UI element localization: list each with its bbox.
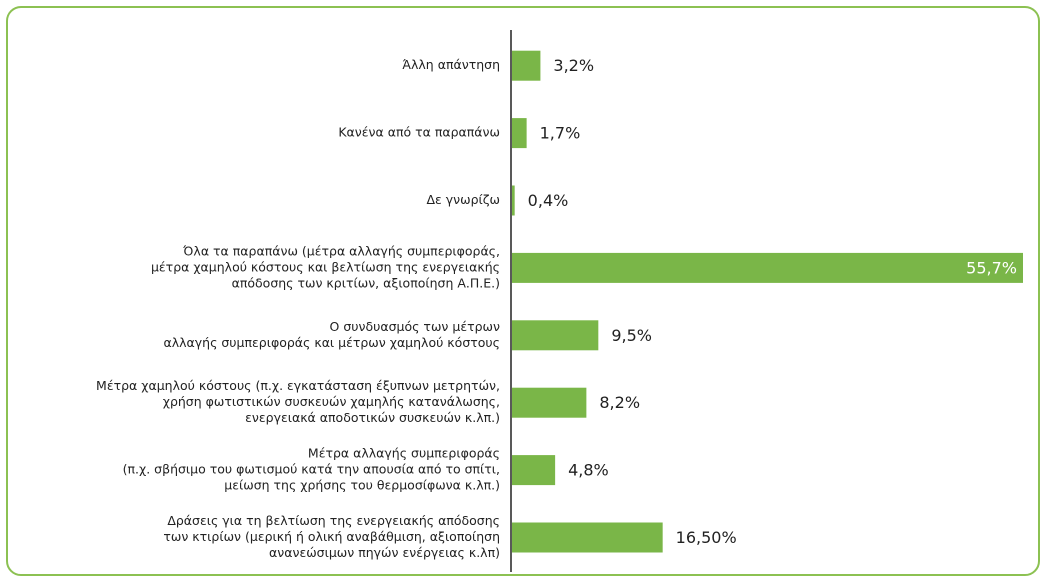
value-label: 1,7% xyxy=(540,124,581,143)
bar xyxy=(512,50,541,81)
value-label: 55,7% xyxy=(966,258,1017,277)
category-label: Μέτρα χαμηλού κόστους (π.χ. εγκατάσταση … xyxy=(96,378,500,393)
value-label: 4,8% xyxy=(568,461,609,480)
category-label: αλλαγής συμπεριφοράς και μέτρων χαμηλού … xyxy=(163,335,500,350)
bar xyxy=(512,522,663,553)
category-label: Ο συνδυασμός των μέτρων xyxy=(330,319,500,334)
category-label: Δράσεις για τη βελτίωση της ενεργειακής … xyxy=(167,513,500,528)
value-label: 3,2% xyxy=(553,56,594,75)
category-label: Μέτρα αλλαγής συμπεριφοράς xyxy=(308,446,500,461)
category-label: απόδοσης των κριτίων, αξιοποίηση Α.Π.Ε.) xyxy=(232,275,500,290)
category-label: (π.χ. σβήσιμο του φωτισμού κατά την απου… xyxy=(123,462,500,477)
bar xyxy=(512,320,599,351)
category-label: Άλλη απάντηση xyxy=(402,57,500,72)
category-label: ενεργειακά αποδοτικών συσκευών κ.λπ.) xyxy=(245,410,500,425)
category-label: Δε γνωρίζω xyxy=(426,192,500,207)
category-label: χρήση φωτιστικών συσκευών χαμηλής κατανά… xyxy=(163,394,500,409)
bar xyxy=(512,252,1023,283)
value-label: 16,50% xyxy=(676,528,737,547)
category-label: Κανένα από τα παραπάνω xyxy=(338,125,500,140)
bar xyxy=(512,455,556,486)
value-label: 8,2% xyxy=(599,393,640,412)
frame xyxy=(6,6,1040,576)
category-label: μείωση της χρήσης του θερμοσίφωνα κ.λπ.) xyxy=(224,478,500,493)
value-label: 9,5% xyxy=(611,326,652,345)
category-label: Όλα τα παραπάνω (μέτρα αλλαγής συμπεριφο… xyxy=(182,243,500,258)
value-label: 0,4% xyxy=(528,191,569,210)
category-label: των κτιρίων (μερική ή ολική αναβάθμιση, … xyxy=(163,529,500,544)
bar xyxy=(512,387,587,418)
category-label: ανανεώσιμων πηγών ενέργειας κ.λπ) xyxy=(269,545,500,560)
category-label: μέτρα χαμηλού κόστους και βελτίωση της ε… xyxy=(151,259,500,274)
bar xyxy=(512,185,515,216)
bar xyxy=(512,118,527,149)
